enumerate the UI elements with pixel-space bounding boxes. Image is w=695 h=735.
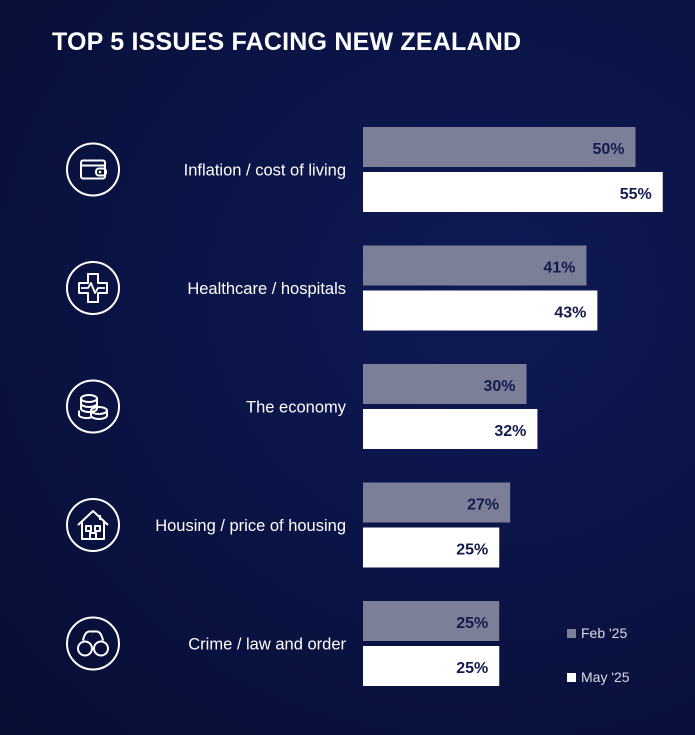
data-label: 25% <box>456 542 488 559</box>
icon-ring <box>66 616 120 671</box>
bar-feb <box>363 601 500 641</box>
row-3: The economy 30% 32% <box>66 364 538 449</box>
handcuffs-icon-glyph <box>77 630 109 657</box>
data-label: 30% <box>483 378 515 395</box>
wallet-icon <box>66 142 120 197</box>
coins-icon <box>66 379 120 434</box>
bar-feb <box>363 245 587 286</box>
legend-swatch <box>567 673 576 682</box>
legend-swatch <box>567 629 576 638</box>
icon-ring <box>66 379 120 434</box>
icon-ring <box>66 498 120 552</box>
data-label: 25% <box>456 615 488 632</box>
row-5: Crime / law and order 25% 25% <box>66 601 500 686</box>
handcuffs-icon <box>66 616 120 671</box>
data-label: 41% <box>543 260 575 277</box>
legend: Feb '25 May '25 <box>567 625 630 685</box>
data-label: 27% <box>467 497 499 514</box>
data-label: 55% <box>620 186 652 203</box>
legend-label: May '25 <box>581 669 630 685</box>
wallet-icon-glyph <box>80 159 107 180</box>
bar-may <box>363 646 500 686</box>
bar-feb <box>363 482 511 523</box>
data-label: 50% <box>592 141 624 158</box>
bar-feb <box>363 127 636 167</box>
bar-may <box>363 290 598 331</box>
data-label: 43% <box>554 305 586 322</box>
icon-ring <box>66 142 120 197</box>
bar-may <box>363 409 538 449</box>
coins-icon-glyph <box>78 394 108 420</box>
medical-cross-icon <box>66 261 120 315</box>
chart-title: TOP 5 ISSUES FACING NEW ZEALAND <box>52 28 522 56</box>
category-label: Housing / price of housing <box>155 517 346 535</box>
row-1: Inflation / cost of living 50% 55% <box>66 127 663 212</box>
data-label: 25% <box>456 660 488 677</box>
category-label: Healthcare / hospitals <box>187 280 346 298</box>
category-label: Inflation / cost of living <box>184 162 346 180</box>
category-label: Crime / law and order <box>188 636 346 654</box>
row-2: Healthcare / hospitals 41% 43% <box>66 245 598 331</box>
bar-feb <box>363 364 527 404</box>
legend-label: Feb '25 <box>581 625 627 641</box>
icon-ring <box>66 261 120 315</box>
medical-cross-icon-glyph <box>78 273 108 303</box>
bar-may <box>363 527 500 568</box>
house-icon <box>66 498 120 552</box>
row-4: Housing / price of housing 27% 25% <box>66 482 511 568</box>
data-label: 32% <box>494 423 526 440</box>
bar-may <box>363 172 663 212</box>
house-icon-glyph <box>77 510 109 540</box>
category-label: The economy <box>246 399 347 417</box>
